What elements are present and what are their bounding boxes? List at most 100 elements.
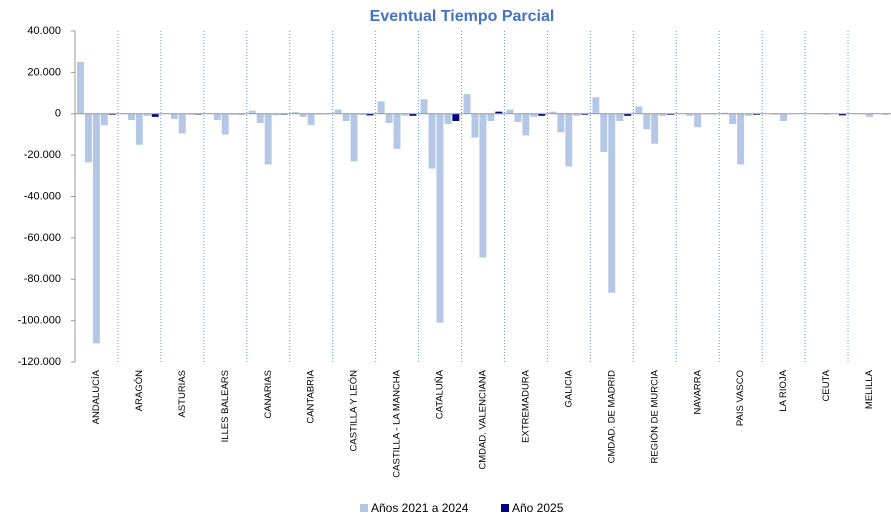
legend-swatch [360,504,368,512]
bar [307,113,315,126]
x-tick-label: LA RIOJA [778,369,789,411]
bar [772,113,780,115]
x-tick-label: CASTILLA - LA MANCHA [392,369,403,477]
bar [377,101,385,114]
x-tick-label: CEUTA [821,369,832,401]
bar [487,113,495,121]
bar [780,113,788,121]
bar [264,113,272,165]
bar [178,113,186,134]
bar [186,113,194,115]
bar [350,113,358,162]
y-tick-label: -40.000 [24,190,61,202]
y-tick-label: 20.000 [27,66,61,78]
bar [401,113,409,116]
bar [643,113,651,130]
bar [409,113,417,116]
bar [428,113,436,169]
bar [514,113,522,123]
x-tick-label: CANARIAS [263,370,274,419]
x-tick-label: GALICIA [563,369,574,407]
bar [616,113,624,121]
bar [299,113,307,117]
bar [624,113,632,116]
x-tick-label: PAIS VASCO [735,370,746,426]
bar [127,113,135,120]
bar [151,113,159,117]
bar [581,113,589,115]
bar [522,113,530,136]
bar [659,113,667,116]
bar [170,113,178,119]
bar [342,113,350,121]
x-tick-label: ASTURIAS [177,370,188,418]
bar [667,113,675,115]
x-tick-label: REGIÓN DE MURCIA [649,369,660,463]
bar [436,113,444,323]
bar [592,97,600,114]
bar [530,113,538,117]
bar [229,113,237,115]
bar [256,113,264,124]
x-tick-label: ANDALUCÍA [91,369,102,424]
bar [420,99,428,114]
y-tick-label: -20.000 [24,149,61,161]
bar [557,113,565,133]
y-tick-label: -80.000 [24,273,61,285]
bar [385,113,393,124]
bar [635,106,643,114]
bar [84,113,92,163]
bar [573,113,581,116]
bar [479,113,487,258]
bar [686,113,694,116]
bar [143,113,151,116]
bar [737,113,745,165]
bar [823,113,830,115]
x-tick-label: CMDAD. DE MADRID [606,370,617,464]
x-tick-label: CMDAD. VALENCIANA [478,369,489,469]
bar [538,113,546,116]
bar [291,112,299,114]
bar [452,113,460,121]
y-tick-label: 0 [55,108,61,120]
x-tick-label: CANTABRIA [306,369,317,423]
bar [721,112,729,114]
y-tick-label: -60.000 [24,232,61,244]
y-tick-label: 40.000 [27,25,61,37]
bar [600,113,608,153]
bar [135,113,143,145]
bar [549,111,557,114]
bar [444,113,452,125]
bar [366,113,374,116]
bar [77,62,84,114]
bar [92,113,100,344]
bar [865,113,873,117]
y-tick-label: -100.000 [18,315,61,327]
chart-title: Eventual Tiempo Parcial [370,8,555,25]
bar [358,113,366,115]
bar [506,109,514,114]
legend-label: Años 2021 a 2024 [371,501,469,515]
x-tick-label: NAVARRA [692,369,703,414]
bar [334,109,342,114]
bar [100,113,108,126]
bar [315,113,323,115]
bar [463,94,471,114]
x-tick-label: EXTREMADURA [520,369,531,443]
legend-label: Año 2025 [512,501,564,515]
bar [694,113,702,128]
bar [248,110,256,114]
bar [272,113,280,116]
bar [495,111,503,114]
x-tick-label: CATALUÑA [435,369,446,419]
bar [608,113,616,293]
bar [221,113,229,135]
bar [565,113,573,167]
bar [393,113,401,149]
legend-swatch [501,504,509,512]
bar [471,113,479,138]
bar [108,113,116,115]
y-tick-label: -120.000 [18,356,61,368]
bar [745,113,753,116]
